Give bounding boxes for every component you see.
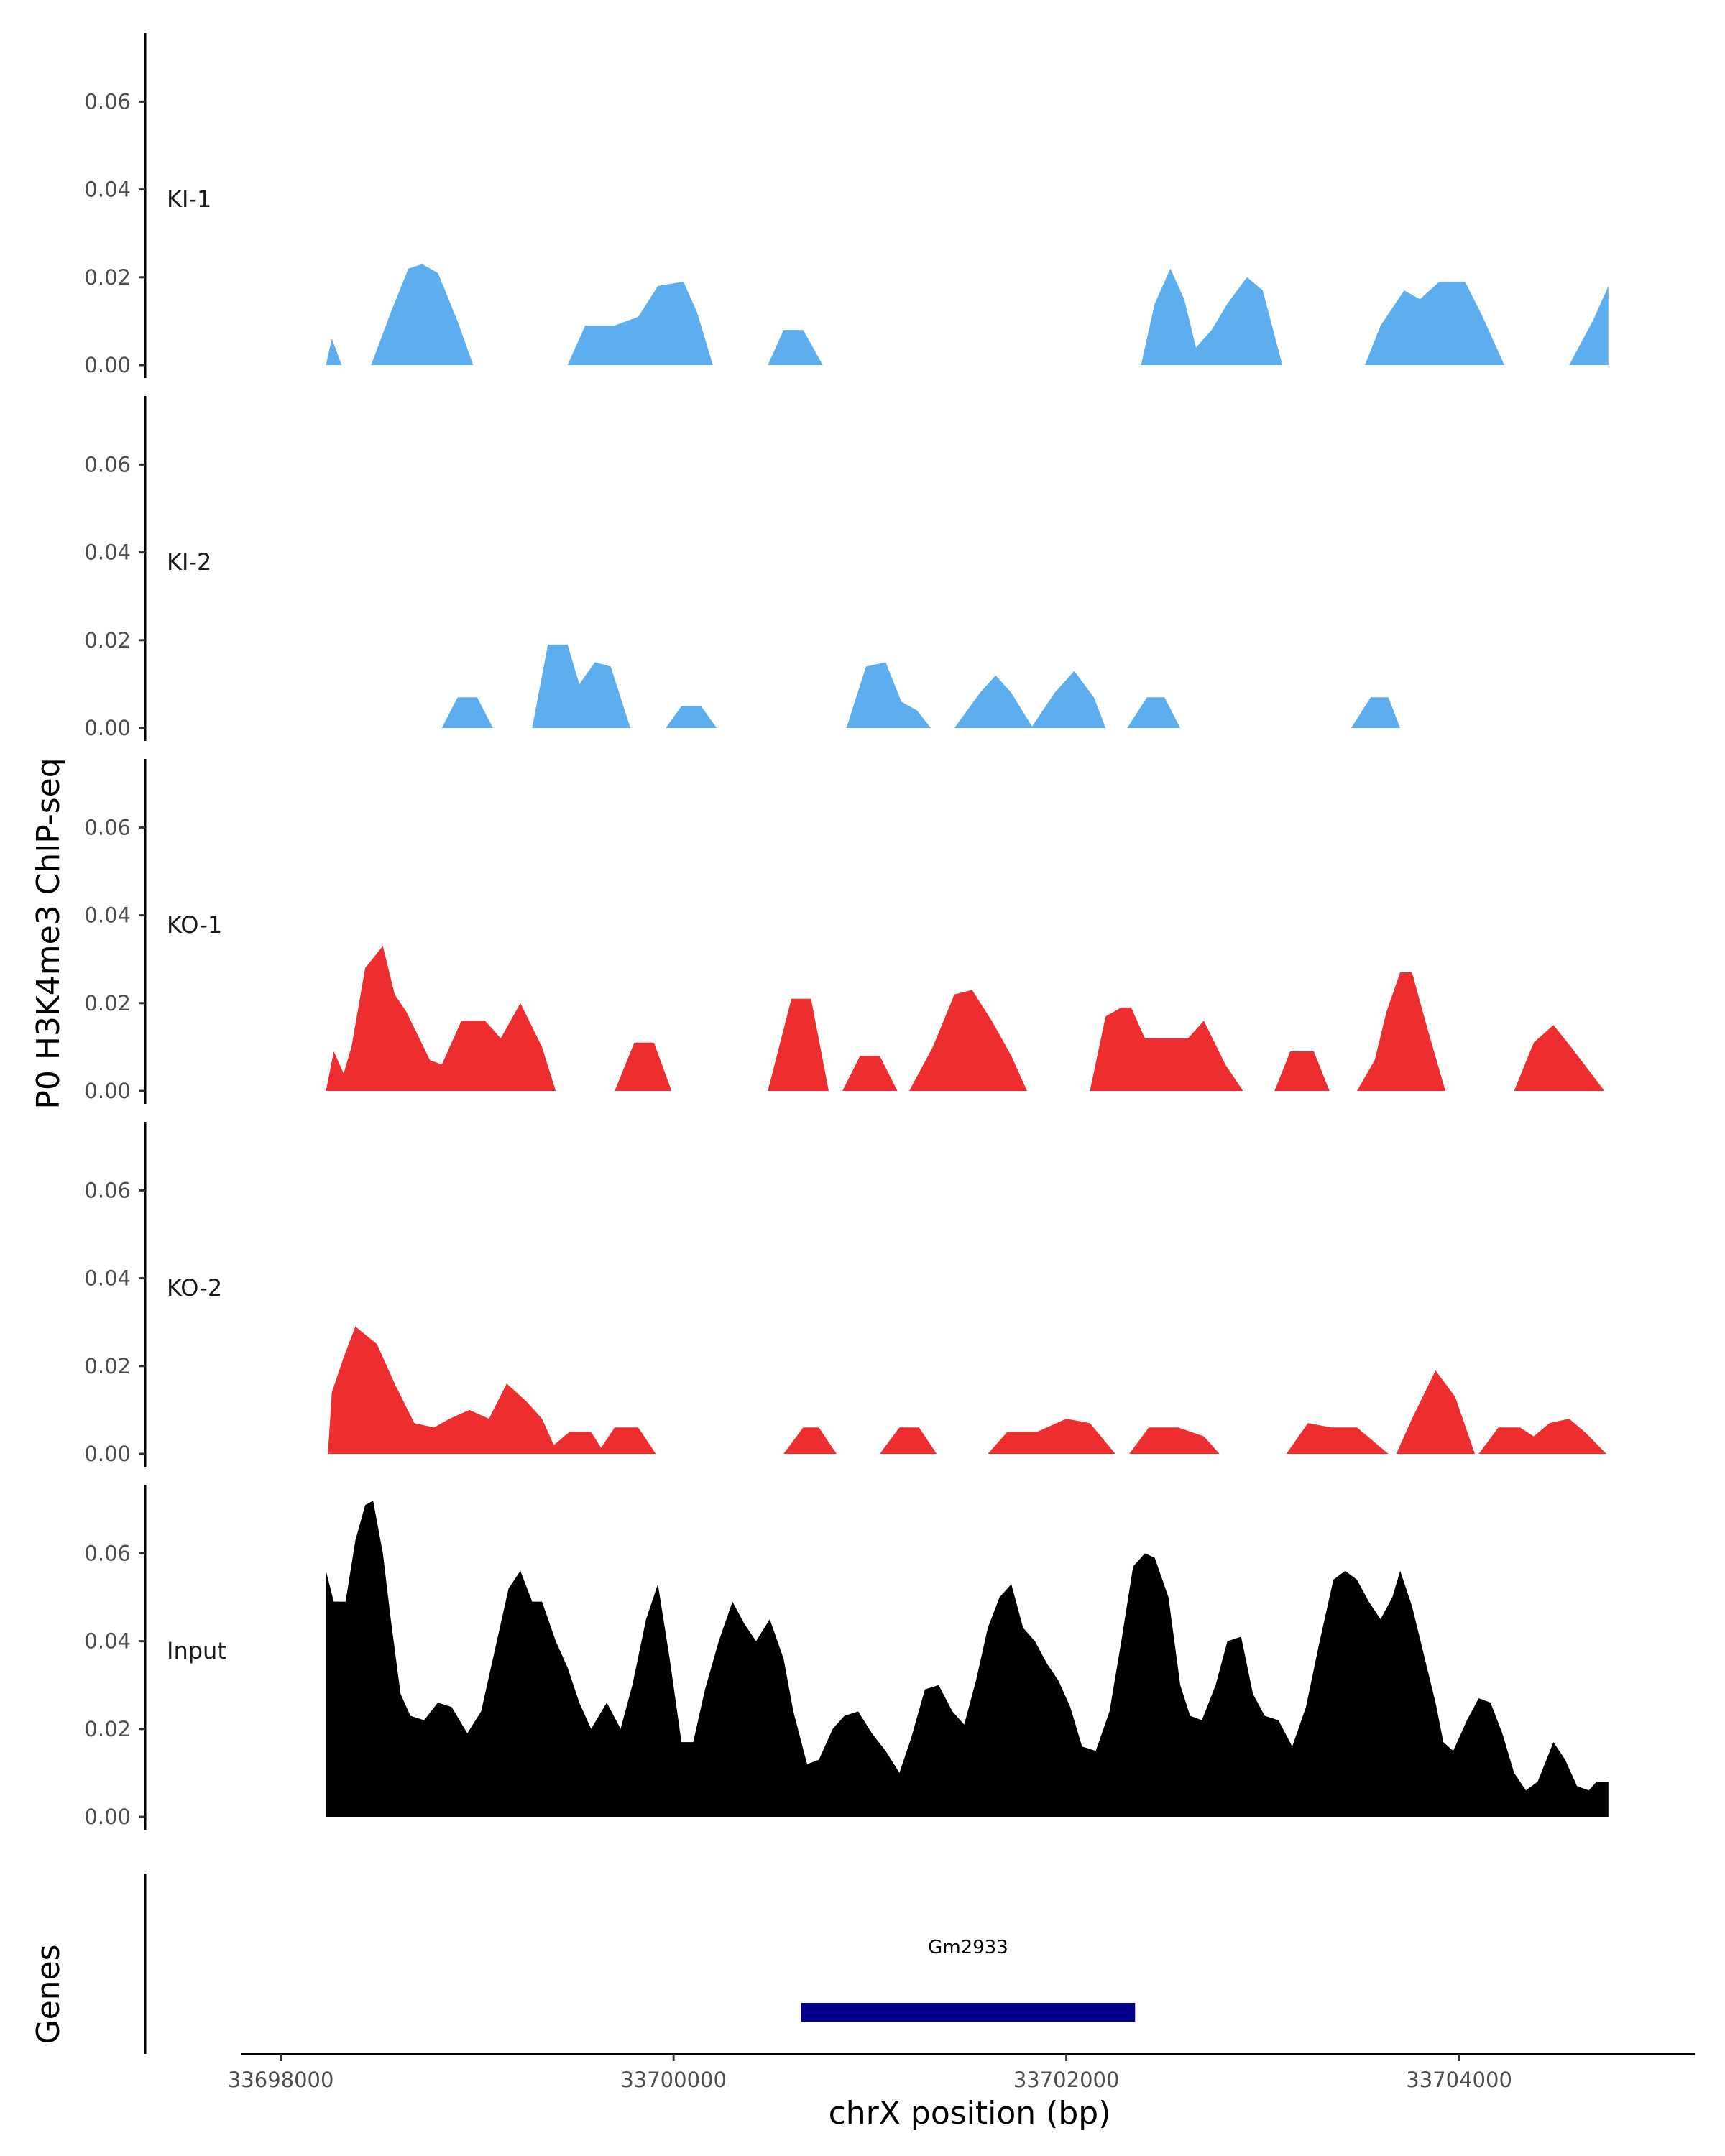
x-tick-label: 33702000 (1013, 2068, 1120, 2092)
y-tick-label: 0.04 (84, 178, 131, 202)
y-tick-label: 0.02 (84, 1717, 131, 1741)
y-axis-title: P0 H3K4me3 ChIP-seq (30, 757, 67, 1109)
gene-bar (801, 2003, 1136, 2022)
y-tick-label: 0.06 (84, 452, 131, 476)
x-axis-title: chrX position (bp) (829, 2095, 1111, 2132)
track-ki-2: 0.00 0.02 0.04 0.06 KI-2 (84, 396, 1401, 741)
y-tick-label: 0.06 (84, 89, 131, 114)
track-label: Input (167, 1637, 226, 1664)
x-axis: 33698000 33700000 33702000 33704000 (228, 2053, 1695, 2092)
y-tick-label: 0.00 (84, 1805, 131, 1829)
signal-tracks: 0.00 0.02 0.04 0.06 KI-1 0.00 0.02 0.04 0.06 KI-2… (84, 33, 1609, 1830)
y-tick-label: 0.04 (84, 540, 131, 565)
y-tick-label: 0.02 (84, 1354, 131, 1378)
y-tick-label: 0.00 (84, 716, 131, 740)
track-label: KO-2 (167, 1274, 222, 1302)
y-tick-label: 0.06 (84, 815, 131, 839)
y-tick-label: 0.02 (84, 628, 131, 653)
x-tick-label: 33704000 (1406, 2068, 1512, 2092)
y-tick-label: 0.00 (84, 1442, 131, 1466)
y-tick-label: 0.02 (84, 265, 131, 290)
y-tick-label: 0.04 (84, 1266, 131, 1291)
track-label: KO-1 (167, 911, 222, 939)
y-tick-label: 0.04 (84, 1629, 131, 1654)
y-tick-label: 0.06 (84, 1541, 131, 1565)
track-ko-1: 0.00 0.02 0.04 0.06 KO-1 (84, 759, 1605, 1104)
signal-area (326, 264, 1609, 365)
track-ko-2: 0.00 0.02 0.04 0.06 KO-2 (84, 1122, 1607, 1467)
gene-label: Gm2933 (928, 1937, 1008, 1958)
y-tick-label: 0.02 (84, 991, 131, 1015)
signal-area (441, 644, 1401, 728)
genes-axis-title: Genes (30, 1944, 67, 2044)
track-ki-1: 0.00 0.02 0.04 0.06 KI-1 (84, 33, 1609, 378)
y-tick-label: 0.00 (84, 353, 131, 377)
gene-annotation-panel: Gm2933 (144, 1874, 1136, 2054)
y-tick-label: 0.00 (84, 1079, 131, 1103)
y-tick-label: 0.04 (84, 903, 131, 928)
y-tick-label: 0.06 (84, 1178, 131, 1202)
track-label: KI-1 (167, 185, 211, 213)
signal-area (326, 946, 1605, 1091)
x-tick-label: 33700000 (620, 2068, 727, 2092)
signal-area (326, 1501, 1609, 1817)
signal-area (328, 1326, 1607, 1454)
track-input: 0.00 0.02 0.04 0.06 Input (84, 1485, 1609, 1830)
track-label: KI-2 (167, 548, 211, 576)
x-tick-label: 33698000 (228, 2068, 334, 2092)
